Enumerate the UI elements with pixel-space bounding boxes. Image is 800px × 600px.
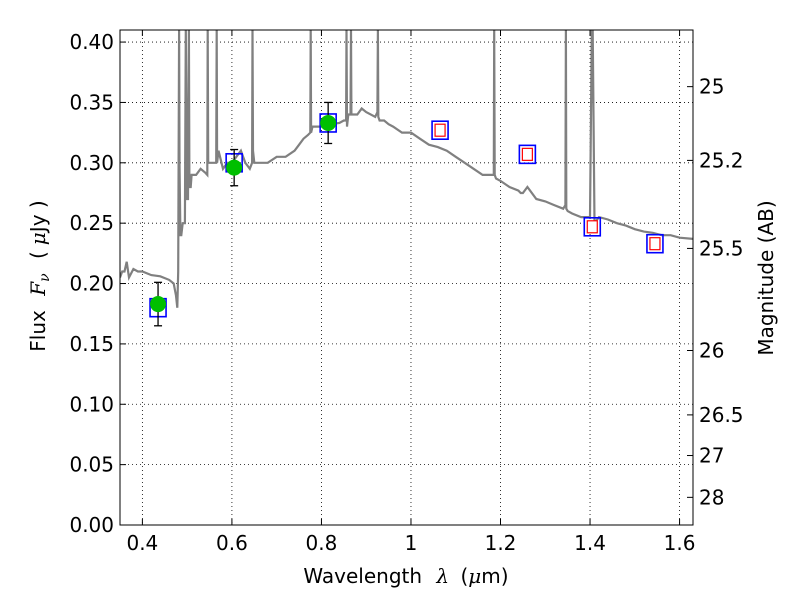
mag-tick-label: 25 — [699, 75, 724, 99]
x-axis-label: Wavelength λ (μm) — [303, 564, 508, 588]
mag-tick-label: 26.5 — [699, 403, 744, 427]
axis-ticks: 0.4 0.6 0.8 1 1.2 1.4 1.6 0.00 0.05 0.10 0.15 0.20 0… — [69, 30, 744, 555]
photometry-square-marker — [583, 216, 602, 237]
y-label-paren: ( — [26, 251, 50, 259]
y-tick-label: 0.15 — [69, 332, 114, 356]
y-tick-label: 0.25 — [69, 211, 114, 235]
x-tick-label: 0.4 — [126, 531, 158, 555]
photometry-square-marker — [646, 233, 664, 254]
observed-point — [150, 296, 167, 313]
y-tick-label: 0.35 — [69, 90, 114, 114]
y-axis-label: Flux Fν ( μJy ) — [26, 200, 54, 351]
x-tick-label: 0.8 — [306, 531, 338, 555]
x-label-mu: μ — [468, 564, 481, 588]
y-tick-label: 0.20 — [69, 272, 114, 296]
y-tick-label: 0.05 — [69, 453, 114, 477]
synthetic-square-marker — [521, 147, 533, 161]
x-label-paren: ( — [460, 564, 468, 588]
x-tick-label: 1.4 — [574, 531, 606, 555]
photometry-square-marker — [518, 144, 537, 165]
y-label-subscript: ν — [37, 273, 53, 282]
x-tick-label: 0.6 — [216, 531, 248, 555]
x-tick-label: 1.2 — [485, 531, 517, 555]
mag-tick-label: 28 — [699, 485, 724, 509]
y-label-prefix: Flux — [26, 310, 50, 352]
mag-tick-label: 27 — [699, 444, 724, 468]
y-tick-label: 0.30 — [69, 151, 114, 175]
observed-point — [226, 159, 243, 176]
mag-tick-label: 25.5 — [699, 236, 744, 260]
synthetic-square-marker — [434, 123, 446, 137]
mag-tick-label: 25.2 — [699, 148, 744, 172]
observed-point — [320, 114, 337, 131]
y-tick-label: 0.00 — [69, 513, 114, 537]
y-label-mu: μ — [26, 232, 50, 245]
x-label-unit: m) — [481, 564, 508, 588]
synthetic-square-marker — [586, 220, 598, 234]
photometry-markers — [149, 101, 664, 327]
x-tick-label: 1.6 — [664, 531, 696, 555]
x-label-symbol: λ — [435, 564, 449, 588]
synthetic-square-marker — [649, 237, 661, 251]
photometry-square-marker — [431, 120, 449, 141]
y-tick-label: 0.10 — [69, 392, 114, 416]
y-label-symbol: F — [26, 281, 50, 297]
x-tick-label: 1 — [405, 531, 418, 555]
plot-frame — [119, 29, 694, 526]
grid-lines — [120, 30, 693, 525]
model-sed-line — [120, 30, 693, 308]
y-label-unit: Jy ) — [26, 200, 50, 234]
mag-tick-label: 26 — [699, 338, 724, 362]
y-tick-label: 0.40 — [69, 30, 114, 54]
x-label-prefix: Wavelength — [303, 564, 422, 588]
magnitude-axis-label: Magnitude (AB) — [754, 200, 778, 355]
